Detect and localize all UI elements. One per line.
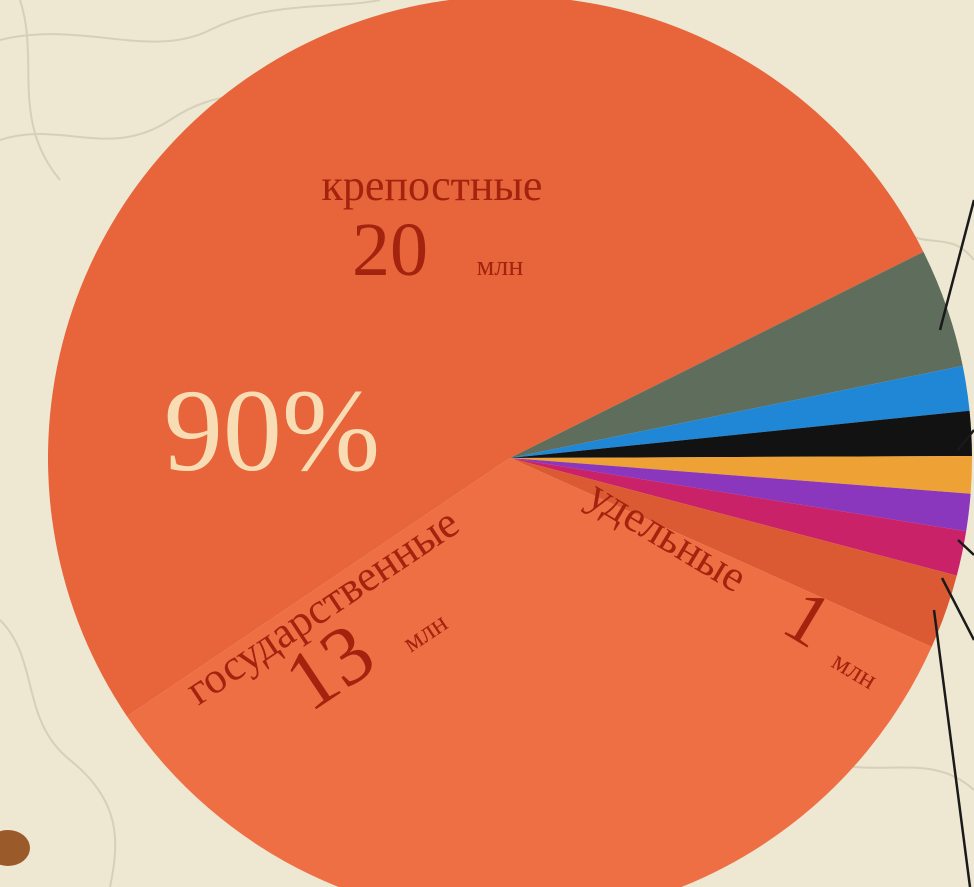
pie-slice: [48, 0, 924, 717]
pie-slice: [126, 458, 932, 887]
pie-slice: [510, 365, 970, 458]
slice-value: 20: [352, 208, 428, 292]
leader-lines: [932, 199, 974, 887]
pie-slice: [510, 458, 957, 647]
slice-label: крепостные: [322, 161, 543, 210]
pie-slice: [510, 455, 972, 494]
pie-slice: [510, 458, 967, 576]
pie-slice: [510, 251, 963, 458]
pie-slice: [510, 410, 972, 458]
unit-label: млн: [477, 251, 524, 282]
pie: [48, 0, 972, 887]
pie-slice: [510, 458, 971, 532]
annotation: 90%: [164, 365, 380, 496]
